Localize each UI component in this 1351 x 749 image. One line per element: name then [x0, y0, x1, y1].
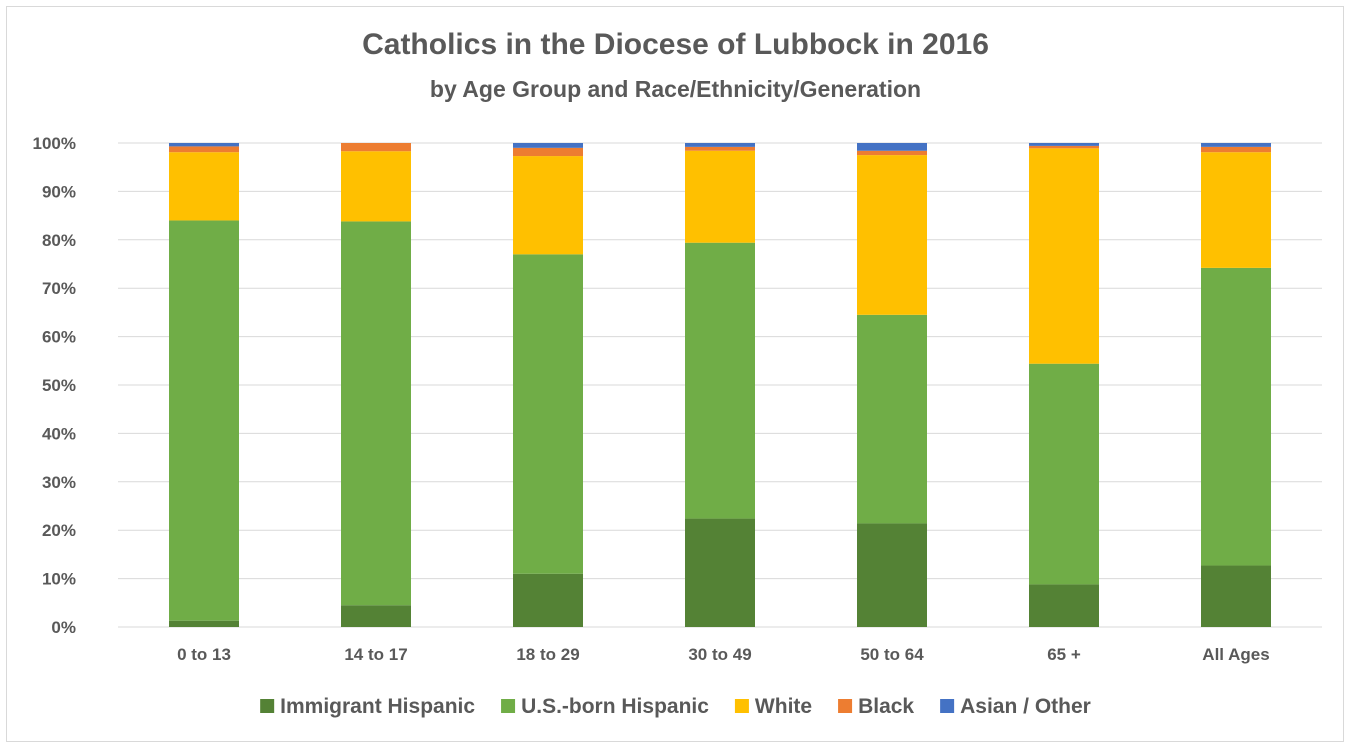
legend-swatch — [260, 699, 275, 713]
bars — [169, 143, 1271, 627]
bar-segment — [341, 143, 411, 152]
bar-segment — [513, 156, 583, 255]
legend-label: Immigrant Hispanic — [280, 695, 475, 718]
bar-segment — [1029, 145, 1099, 149]
legend-label: U.S.-born Hispanic — [521, 695, 709, 718]
bar-segment — [1201, 152, 1271, 268]
x-tick-label: 0 to 13 — [177, 645, 231, 664]
bar-segment — [513, 147, 583, 157]
x-tick-label: 65 + — [1047, 645, 1081, 664]
y-tick-label: 20% — [42, 521, 76, 540]
bar-segment — [513, 573, 583, 627]
bar-segment — [1201, 143, 1271, 147]
legend-item: Asian / Other — [940, 695, 1091, 718]
x-tick-label: All Ages — [1202, 645, 1269, 664]
y-tick-label: 30% — [42, 473, 76, 492]
bar-segment — [685, 143, 755, 147]
bar-segment — [341, 151, 411, 222]
bar-segment — [685, 150, 755, 243]
y-tick-label: 90% — [42, 182, 76, 201]
bar-segment — [169, 143, 239, 147]
legend-item: U.S.-born Hispanic — [501, 695, 709, 718]
legend-swatch — [501, 699, 516, 713]
bar-segment — [857, 314, 927, 524]
bar-segment — [169, 620, 239, 627]
bar-segment — [1029, 584, 1099, 627]
bar-segment — [169, 152, 239, 221]
x-tick-label: 50 to 64 — [860, 645, 924, 664]
legend-label: White — [755, 695, 812, 718]
bar-segment — [857, 150, 927, 156]
legend-item: White — [734, 695, 812, 718]
legend-swatch — [838, 699, 853, 713]
bar-segment — [513, 254, 583, 574]
x-tick-label: 18 to 29 — [516, 645, 579, 664]
bar-segment — [169, 146, 239, 153]
legend-label: Asian / Other — [960, 695, 1091, 718]
bar-segment — [169, 220, 239, 621]
x-axis-ticks: 0 to 13 14 to 17 18 to 29 30 to 49 50 to 64 6… — [177, 645, 1270, 664]
y-tick-label: 60% — [42, 328, 76, 347]
legend-swatch — [734, 699, 749, 713]
x-tick-label: 14 to 17 — [344, 645, 407, 664]
y-tick-label: 100% — [33, 134, 76, 153]
y-tick-label: 10% — [42, 570, 76, 589]
bar-segment — [341, 605, 411, 627]
bar-segment — [857, 523, 927, 627]
bar-segment — [1201, 565, 1271, 627]
bar-segment — [685, 242, 755, 519]
y-tick-label: 40% — [42, 424, 76, 443]
bar-segment — [1029, 148, 1099, 364]
bar-segment — [513, 143, 583, 148]
bar-segment — [685, 518, 755, 627]
legend: Immigrant Hispanic U.S.-born Hispanic Whit… — [260, 695, 1091, 718]
bar-segment — [857, 143, 927, 151]
bar-segment — [857, 155, 927, 315]
chart-title: Catholics in the Diocese of Lubbock in 2… — [362, 28, 989, 61]
bar-segment — [685, 146, 755, 151]
legend-label: Black — [858, 695, 914, 718]
y-tick-label: 80% — [42, 231, 76, 250]
y-tick-label: 0% — [51, 618, 76, 637]
bar-segment — [341, 221, 411, 606]
legend-item: Immigrant Hispanic — [260, 695, 475, 718]
bar-segment — [1201, 267, 1271, 566]
y-tick-label: 50% — [42, 376, 76, 395]
bar-segment — [1029, 363, 1099, 585]
y-tick-label: 70% — [42, 279, 76, 298]
y-axis-ticks: 0% 10% 20% 30% 40% 50% 60% 70% 80% 90% 100% — [33, 134, 76, 637]
chart-subtitle: by Age Group and Race/Ethnicity/Generati… — [429, 76, 922, 102]
bar-segment — [1029, 143, 1099, 146]
x-tick-label: 30 to 49 — [688, 645, 751, 664]
legend-item: Black — [838, 695, 914, 718]
bar-segment — [1201, 146, 1271, 153]
legend-swatch — [940, 699, 955, 713]
